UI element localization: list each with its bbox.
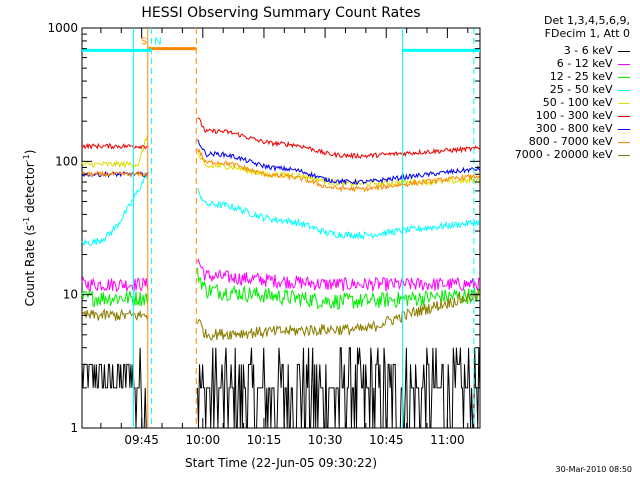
legend-entry: 800 - 7000 keV [470, 135, 630, 148]
legend-entry: 7000 - 20000 keV [470, 148, 630, 161]
series-line [81, 171, 149, 247]
legend-entry-label: 6 - 12 keV [556, 57, 616, 70]
legend-entry-label: 50 - 100 keV [542, 96, 616, 109]
y-axis-label-main: Count Rate (s [23, 225, 37, 307]
series-line [197, 267, 481, 310]
series-line [197, 139, 481, 186]
y-tick-label: 1 [70, 421, 78, 435]
y-axis-label-sup2: -1 [22, 154, 31, 162]
x-axis-label: Start Time (22-Jun-05 09:30:22) [185, 456, 377, 470]
legend-entry: 100 - 300 keV [470, 109, 630, 122]
series-line [81, 289, 149, 307]
legend-swatch [618, 141, 630, 143]
night-label: N [154, 37, 161, 48]
series-line [81, 308, 149, 321]
y-axis-label-mid: detector [23, 162, 37, 217]
axis-ticks: 1 10 100 1000 09:45 10:00 10:15 10:30 10:45 11:00 [47, 21, 480, 447]
plot-frame [81, 27, 481, 429]
series-line [81, 347, 149, 429]
legend-swatch [618, 115, 630, 117]
series-line [81, 170, 149, 179]
y-tick-label: 10 [63, 288, 78, 302]
legend-swatch [618, 128, 630, 130]
legend-entry: 300 - 800 keV [470, 122, 630, 135]
saa-label: S [141, 37, 147, 48]
legend-swatch [618, 63, 630, 65]
legend-swatch [618, 76, 630, 78]
x-tick-label: 10:00 [186, 433, 221, 447]
y-axis-label-sup1: -1 [22, 217, 31, 225]
y-tick-label: 1000 [47, 21, 78, 35]
legend-entry-label: 12 - 25 keV [549, 70, 616, 83]
legend-entry: 3 - 6 keV [470, 44, 630, 57]
legend-swatch [618, 89, 630, 91]
legend-entry: 6 - 12 keV [470, 57, 630, 70]
series-line [197, 148, 481, 193]
series-line [81, 276, 149, 293]
legend-header-line-2: FDecim 1, Att 0 [544, 27, 630, 40]
y-axis-label: Count Rate (s-1 detector-1) [22, 150, 37, 307]
legend-entry-label: 300 - 800 keV [535, 122, 616, 135]
x-tick-label: 10:30 [308, 433, 343, 447]
series-line [81, 135, 149, 169]
legend-entry-label: 3 - 6 keV [563, 44, 616, 57]
legend-swatch [618, 102, 630, 104]
legend-entry: 50 - 100 keV [470, 96, 630, 109]
x-tick-label: 11:00 [430, 433, 465, 447]
legend-swatch [618, 50, 630, 52]
series-line [197, 347, 481, 429]
x-tick-label: 10:15 [247, 433, 282, 447]
series-line [81, 142, 149, 150]
timestamp-footer: 30-Mar-2010 08:50 [555, 465, 633, 474]
legend-entry: 25 - 50 keV [470, 83, 630, 96]
x-tick-label: 09:45 [124, 433, 159, 447]
y-axis-label-end: ) [23, 150, 37, 155]
y-tick-label: 100 [55, 154, 78, 168]
legend-entry-label: 25 - 50 keV [549, 83, 616, 96]
series-line [197, 117, 481, 160]
legend-entry-label: 100 - 300 keV [535, 109, 616, 122]
series-line [197, 258, 481, 292]
legend-entry-label: 7000 - 20000 keV [514, 148, 616, 161]
series-line [197, 187, 480, 240]
chart-title: HESSI Observing Summary Count Rates [141, 5, 420, 21]
legend-entry: 12 - 25 keV [470, 70, 630, 83]
x-tick-label: 10:45 [369, 433, 404, 447]
legend-swatch [618, 154, 630, 156]
series-line [197, 289, 481, 341]
legend-header-line-1: Det 1,3,4,5,6,9, [543, 14, 630, 27]
legend-entry-label: 800 - 7000 keV [528, 135, 616, 148]
